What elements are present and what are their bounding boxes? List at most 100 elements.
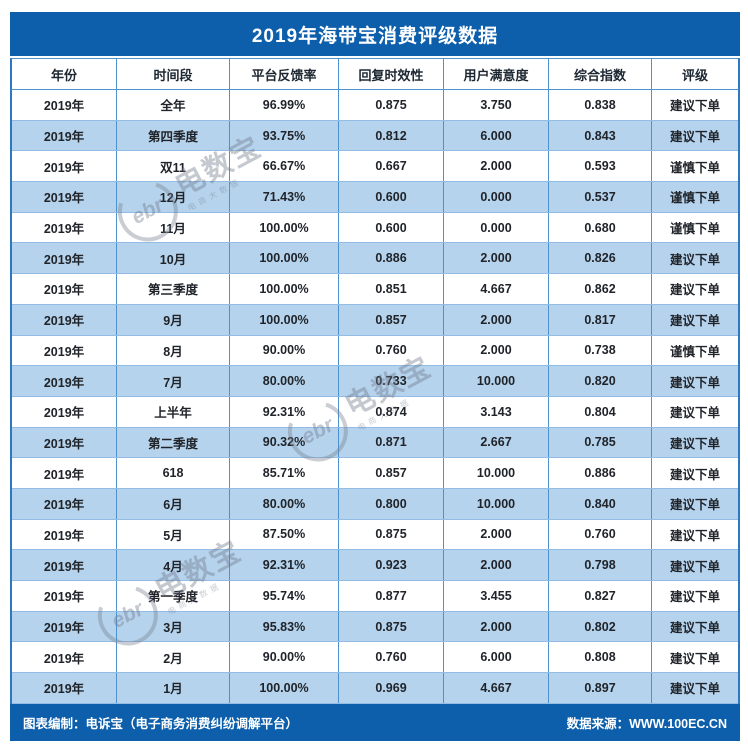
table-cell-period: 第一季度	[117, 581, 230, 611]
table-cell-feedback: 100.00%	[230, 243, 339, 274]
table-cell-feedback: 95.83%	[230, 611, 339, 642]
header-cell-feedback: 平台反馈率	[230, 59, 339, 89]
table-cell-rating: 建议下单	[669, 559, 720, 574]
table-cell-satisfaction: 4.667	[444, 274, 549, 304]
table-cell-feedback: 92.31%	[230, 550, 339, 580]
table-row: 2019年 1月 100.00% 0.969 4.667 0.897 建议下单	[12, 673, 738, 704]
table-row: 2019年 11月 100.00% 0.600 0.000 0.680 谨慎下单	[12, 212, 738, 244]
table-row: 2019年 全年 96.99% 0.875 3.750 0.838 建议下单	[12, 90, 738, 121]
table-row: 2019年 7月 80.00% 0.733 10.000 0.820 建议下单	[12, 366, 738, 397]
table-cell-timeliness: 0.969	[339, 673, 444, 703]
table-cell-satisfaction: 3.455	[444, 581, 549, 611]
table-cell-feedback: 80.00%	[230, 366, 339, 396]
table-cell-year: 2019年	[12, 550, 117, 580]
table-row: 2019年 第二季度 90.32% 0.871 2.667 0.785 建议下单	[12, 427, 738, 459]
table-cell-index: 0.817	[549, 304, 652, 335]
rating-table-panel: 2019年海带宝消费评级数据 年份 时间段 平台反馈率 回复时效性 用户满意度 …	[10, 12, 740, 741]
table-cell-rating: 建议下单	[669, 283, 720, 298]
table-cell-period: 第三季度	[117, 274, 230, 304]
title-bar: 2019年海带宝消费评级数据	[10, 12, 740, 56]
table-cell-timeliness: 0.857	[339, 458, 444, 488]
table-cell-feedback: 95.74%	[230, 581, 339, 611]
table-cell-index: 0.826	[549, 243, 652, 274]
table-cell-period: 2月	[117, 642, 230, 673]
table-cell-timeliness: 0.812	[339, 120, 444, 151]
table-cell-satisfaction: 4.667	[444, 673, 549, 703]
table-cell-year: 2019年	[12, 581, 117, 611]
table-cell-rating: 谨慎下单	[669, 191, 720, 206]
table-cell-year: 2019年	[12, 243, 117, 274]
table-cell-satisfaction: 3.143	[444, 396, 549, 427]
table-row: 2019年 12月 71.43% 0.600 0.000 0.537 谨慎下单	[12, 182, 738, 213]
table-cell-timeliness: 0.923	[339, 550, 444, 580]
table-cell-period: 3月	[117, 611, 230, 642]
table-cell-timeliness: 0.760	[339, 335, 444, 366]
table-cell-satisfaction: 10.000	[444, 488, 549, 519]
table-cell-timeliness: 0.875	[339, 90, 444, 120]
table-cell-year: 2019年	[12, 274, 117, 304]
table-cell-year: 2019年	[12, 182, 117, 212]
table-cell-index: 0.760	[549, 519, 652, 550]
header-cell-rating: 评级	[681, 67, 708, 83]
table-cell-period: 第四季度	[117, 120, 230, 151]
table-cell-timeliness: 0.857	[339, 304, 444, 335]
table-cell-timeliness: 0.600	[339, 182, 444, 212]
table-cell-index: 0.886	[549, 458, 652, 488]
table-cell-rating: 建议下单	[669, 375, 720, 390]
table-cell-satisfaction: 0.000	[444, 182, 549, 212]
table-cell-year: 2019年	[12, 151, 117, 182]
table-header-row: 年份 时间段 平台反馈率 回复时效性 用户满意度 综合指数 评级	[10, 58, 740, 90]
table-cell-feedback: 90.00%	[230, 642, 339, 673]
footer-bar: 图表编制：电诉宝（电子商务消费纠纷调解平台） 数据来源：WWW.100EC.CN	[10, 703, 740, 741]
header-cell-period: 时间段	[117, 59, 230, 89]
table-cell-index: 0.802	[549, 611, 652, 642]
table-cell-feedback: 87.50%	[230, 519, 339, 550]
table-cell-timeliness: 0.600	[339, 212, 444, 243]
table-cell-year: 2019年	[12, 519, 117, 550]
table-cell-year: 2019年	[12, 488, 117, 519]
table-cell-satisfaction: 2.000	[444, 519, 549, 550]
header-cell-index: 综合指数	[549, 59, 652, 89]
table-cell-index: 0.537	[549, 182, 652, 212]
table-cell-timeliness: 0.875	[339, 611, 444, 642]
table-cell-year: 2019年	[12, 673, 117, 703]
table-cell-satisfaction: 2.000	[444, 550, 549, 580]
table-row: 2019年 6月 80.00% 0.800 10.000 0.840 建议下单	[12, 488, 738, 520]
table-cell-period: 9月	[117, 304, 230, 335]
table-row: 2019年 3月 95.83% 0.875 2.000 0.802 建议下单	[12, 611, 738, 643]
table-cell-feedback: 80.00%	[230, 488, 339, 519]
table-cell-rating: 建议下单	[669, 498, 720, 513]
table-cell-year: 2019年	[12, 396, 117, 427]
footer-source: 数据来源：WWW.100EC.CN	[566, 716, 727, 731]
table-cell-index: 0.897	[549, 673, 652, 703]
table-row: 2019年 5月 87.50% 0.875 2.000 0.760 建议下单	[12, 519, 738, 551]
table-cell-satisfaction: 10.000	[444, 458, 549, 488]
table-cell-satisfaction: 2.000	[444, 611, 549, 642]
table-cell-timeliness: 0.877	[339, 581, 444, 611]
table-cell-feedback: 92.31%	[230, 396, 339, 427]
table-cell-satisfaction: 2.000	[444, 151, 549, 182]
table-cell-rating: 建议下单	[669, 314, 720, 329]
table-cell-timeliness: 0.886	[339, 243, 444, 274]
table-cell-index: 0.593	[549, 151, 652, 182]
table-row: 2019年 4月 92.31% 0.923 2.000 0.798 建议下单	[12, 550, 738, 581]
table-cell-year: 2019年	[12, 120, 117, 151]
table-cell-feedback: 90.00%	[230, 335, 339, 366]
table-cell-index: 0.680	[549, 212, 652, 243]
table-cell-year: 2019年	[12, 427, 117, 458]
table-body: 2019年 全年 96.99% 0.875 3.750 0.838 建议下单 2…	[10, 90, 740, 704]
header-cell-year: 年份	[12, 59, 117, 89]
table-cell-year: 2019年	[12, 642, 117, 673]
table-cell-rating: 建议下单	[669, 467, 720, 482]
table-cell-rating: 建议下单	[669, 252, 720, 267]
table-cell-rating: 建议下单	[669, 99, 720, 114]
table-cell-feedback: 71.43%	[230, 182, 339, 212]
table-cell-period: 4月	[117, 550, 230, 580]
table-cell-satisfaction: 2.000	[444, 304, 549, 335]
table-cell-timeliness: 0.851	[339, 274, 444, 304]
table-cell-index: 0.785	[549, 427, 652, 458]
table-row: 2019年 2月 90.00% 0.760 6.000 0.808 建议下单	[12, 642, 738, 674]
table-cell-timeliness: 0.800	[339, 488, 444, 519]
table-cell-period: 11月	[117, 212, 230, 243]
